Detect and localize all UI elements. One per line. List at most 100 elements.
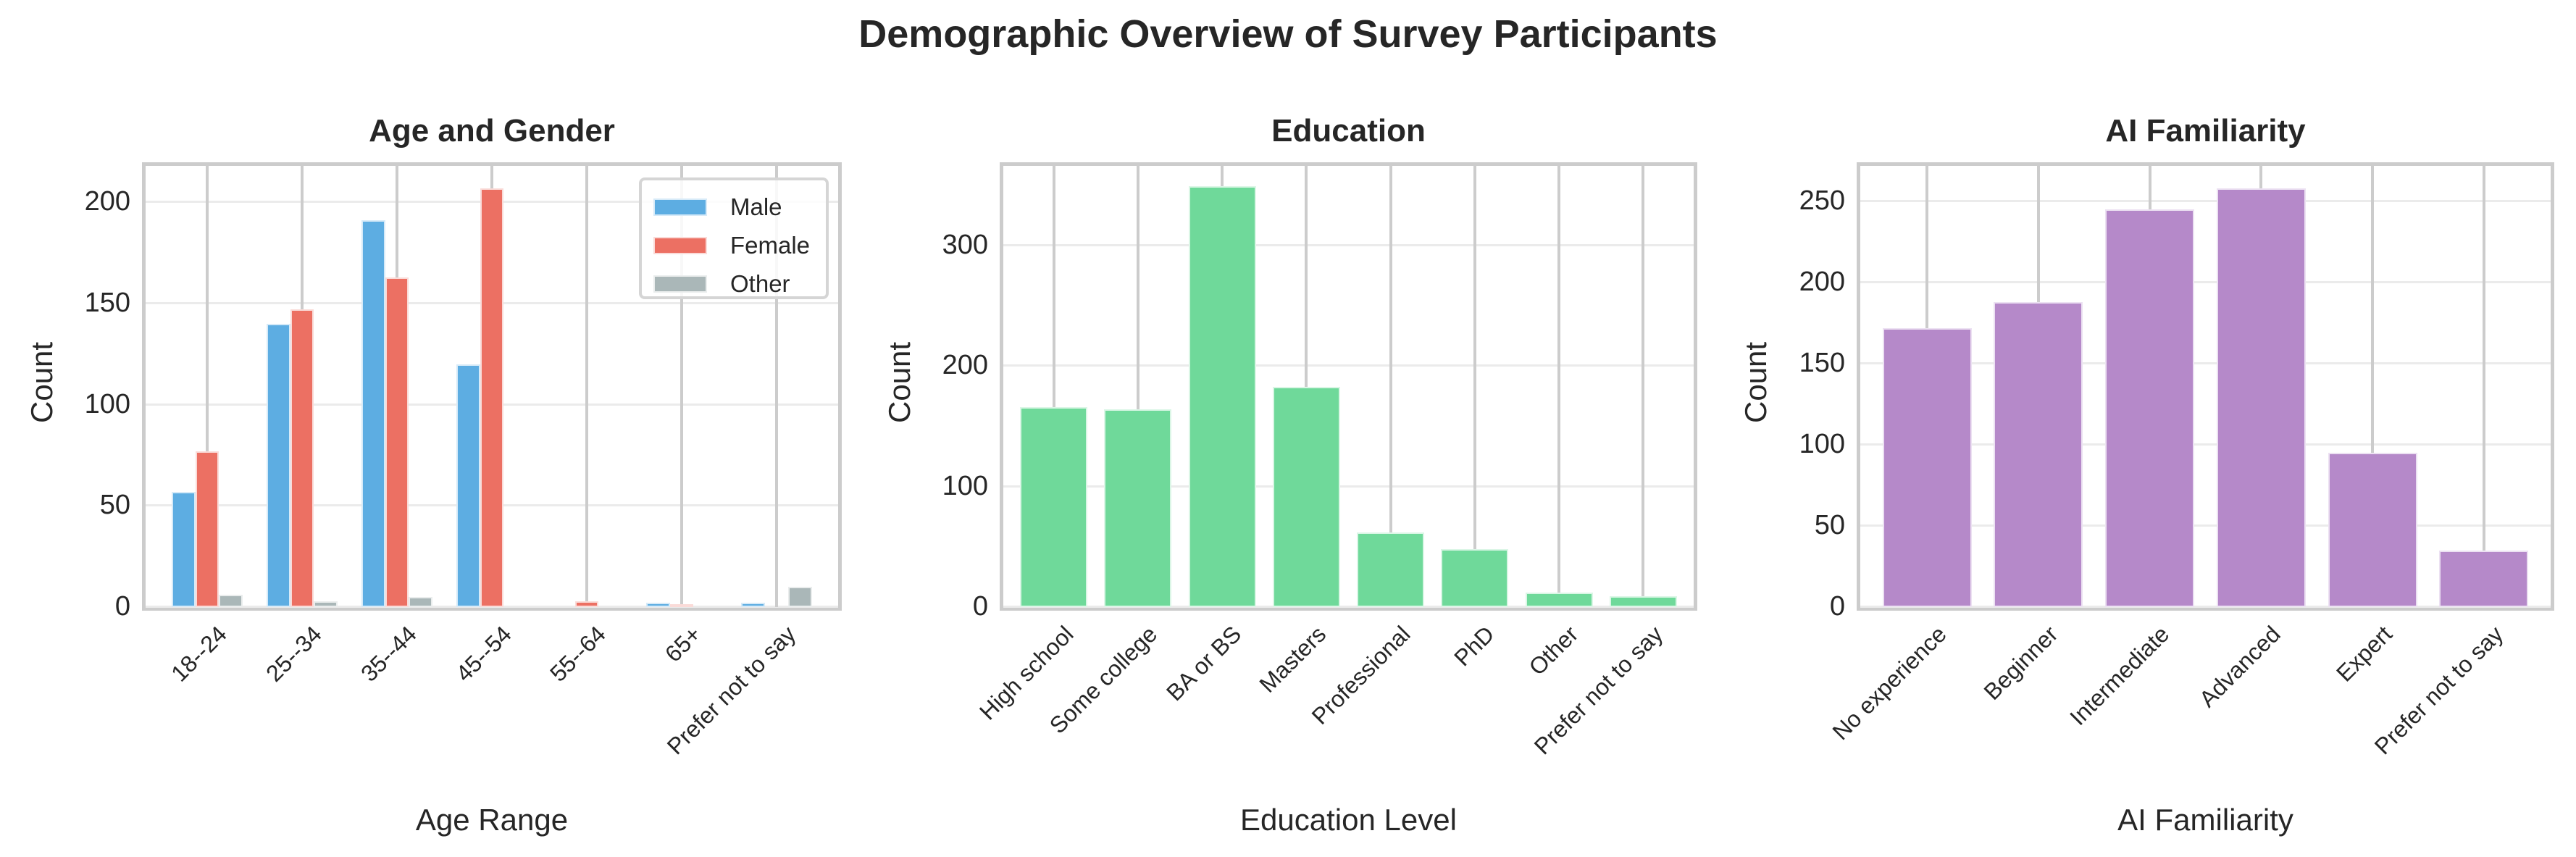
legend-swatch-other xyxy=(653,275,707,293)
gridline-horizontal xyxy=(1860,606,2551,608)
bar-other xyxy=(314,601,338,607)
gridline-vertical xyxy=(1052,166,1055,607)
bar xyxy=(1020,406,1088,607)
gridline-horizontal xyxy=(1860,443,2551,446)
bar xyxy=(1272,386,1340,607)
xlabel-ai-familiarity: AI Familiarity xyxy=(2117,803,2293,837)
legend-swatch-male xyxy=(653,198,707,216)
xlabel-education: Education Level xyxy=(1240,803,1457,837)
xtick-label: 65+ xyxy=(659,621,706,667)
ytick-label: 50 xyxy=(1814,510,1845,541)
xtick-label: Other xyxy=(1523,621,1584,681)
gridline-horizontal xyxy=(1860,281,2551,284)
ytick-label: 100 xyxy=(84,388,130,419)
bar xyxy=(1994,302,2083,607)
xlabel-age-gender: Age Range xyxy=(415,803,569,837)
bar-female xyxy=(669,604,694,607)
ytick-label: 300 xyxy=(942,229,988,260)
ytick-label: 150 xyxy=(84,287,130,318)
gridline-vertical xyxy=(585,166,588,607)
xtick-label: Intermediate xyxy=(2064,621,2175,731)
gridline-horizontal xyxy=(1003,243,1694,246)
bar-male xyxy=(266,323,290,607)
bar-female xyxy=(290,309,314,607)
bar xyxy=(1609,596,1677,607)
bar xyxy=(2105,209,2195,607)
ytick-label: 0 xyxy=(972,591,988,622)
bar-female xyxy=(195,451,219,607)
gridline-horizontal xyxy=(1003,364,1694,367)
bar xyxy=(2328,453,2417,607)
bar-male xyxy=(361,220,385,607)
bar-male xyxy=(740,603,765,607)
gridline-vertical xyxy=(774,166,778,607)
panel-title-education: Education xyxy=(1271,113,1426,149)
gridline-horizontal xyxy=(1003,606,1694,608)
bar-other xyxy=(219,595,243,607)
gridline-horizontal xyxy=(1860,200,2551,203)
ytick-label: 0 xyxy=(1829,591,1845,622)
bar-other xyxy=(409,597,433,607)
xtick-label: Advanced xyxy=(2194,621,2286,713)
gridline-horizontal xyxy=(1860,362,2551,365)
bar-female xyxy=(574,601,599,607)
ytick-label: 200 xyxy=(84,186,130,217)
ytick-label: 50 xyxy=(99,490,130,521)
gridline-horizontal xyxy=(1860,524,2551,527)
gridline-vertical xyxy=(1136,166,1139,607)
gridline-vertical xyxy=(2482,166,2485,607)
ytick-label: 150 xyxy=(1799,348,1845,379)
legend-swatch-female xyxy=(653,236,707,254)
xtick-label: Masters xyxy=(1253,621,1331,698)
gridline-vertical xyxy=(1473,166,1476,607)
ytick-label: 100 xyxy=(942,470,988,501)
ytick-label: 100 xyxy=(1799,429,1845,460)
gridline-vertical xyxy=(2371,166,2375,607)
xtick-label: Expert xyxy=(2330,621,2397,687)
gridline-vertical xyxy=(679,166,683,607)
xtick-label: Beginner xyxy=(1978,621,2063,706)
bar xyxy=(2216,188,2306,607)
gridline-horizontal xyxy=(1003,485,1694,488)
ytick-label: 200 xyxy=(1799,267,1845,298)
legend-item-female: Female xyxy=(653,226,814,264)
ytick-label: 0 xyxy=(114,591,130,622)
xtick-label: No experience xyxy=(1827,621,1952,745)
gridline-vertical xyxy=(206,166,209,607)
xtick-label: BA or BS xyxy=(1161,621,1247,706)
bar-female xyxy=(480,188,504,607)
bar-female xyxy=(385,277,409,607)
panel-title-ai-familiarity: AI Familiarity xyxy=(2105,113,2306,149)
legend-label-female: Female xyxy=(730,231,811,259)
xtick-label: 45--54 xyxy=(450,621,517,687)
legend-label-other: Other xyxy=(730,269,790,297)
bar xyxy=(1525,593,1593,607)
bar-male xyxy=(456,364,480,607)
gridline-vertical xyxy=(1389,166,1392,607)
bar-male xyxy=(172,491,196,607)
bar xyxy=(1188,186,1256,607)
bar xyxy=(1441,549,1509,607)
bar-male xyxy=(645,603,670,607)
gridline-vertical xyxy=(1642,166,1645,607)
gridline-vertical xyxy=(1557,166,1561,607)
xtick-label: 18--24 xyxy=(165,621,232,687)
ytick-label: 200 xyxy=(942,350,988,381)
xtick-label: 35--44 xyxy=(355,621,422,687)
legend: Male Female Other xyxy=(639,177,829,299)
legend-label-male: Male xyxy=(730,193,782,220)
figure-title: Demographic Overview of Survey Participa… xyxy=(858,12,1718,56)
panel-title-age-gender: Age and Gender xyxy=(369,113,615,149)
bar xyxy=(1882,327,1972,607)
xtick-label: PhD xyxy=(1448,621,1500,672)
bar xyxy=(1104,409,1172,607)
bar xyxy=(2439,550,2529,607)
bar-other xyxy=(788,587,812,607)
xtick-label: 55--64 xyxy=(545,621,611,687)
legend-item-male: Male xyxy=(653,188,814,226)
plot-education xyxy=(1000,162,1697,611)
ytick-label: 250 xyxy=(1799,185,1845,217)
xtick-label: 25--34 xyxy=(260,621,327,687)
plot-ai-familiarity xyxy=(1857,162,2554,611)
bar xyxy=(1357,532,1425,607)
